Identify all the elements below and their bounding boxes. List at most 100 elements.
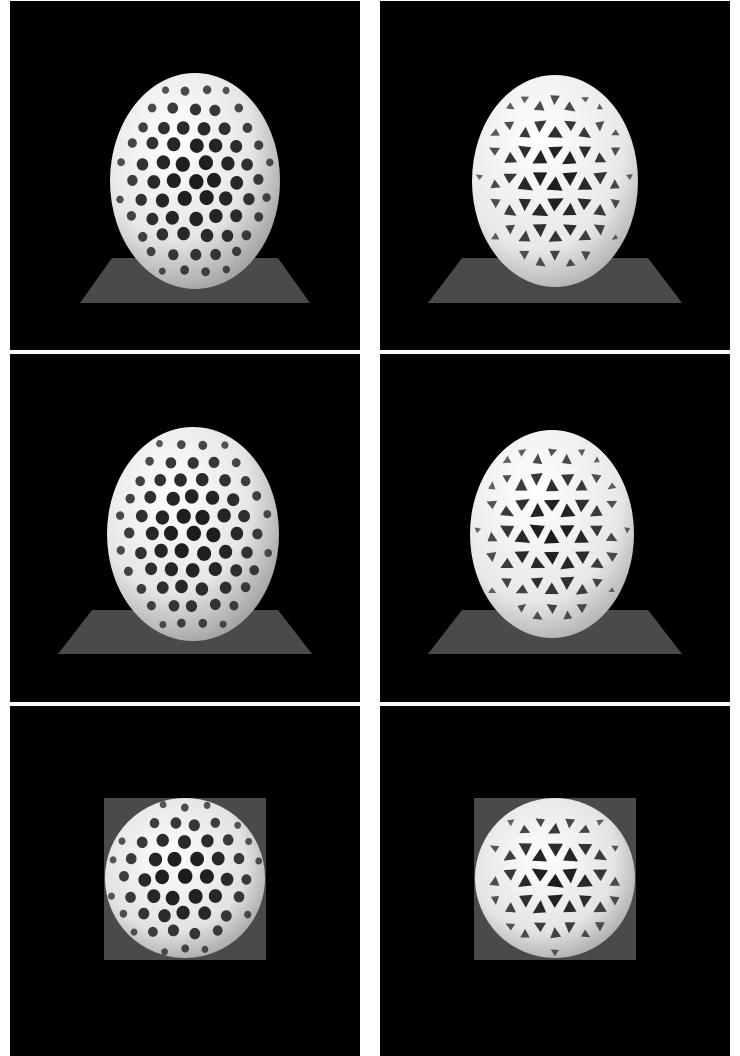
voronoi-hole: [203, 801, 211, 809]
lattice-opening: [590, 525, 603, 537]
voronoi-hole: [198, 906, 212, 920]
lattice-opening: [545, 478, 559, 492]
lattice-opening: [550, 949, 560, 957]
voronoi-hole: [198, 440, 208, 450]
lattice-opening: [548, 448, 558, 457]
voronoi-hole: [158, 121, 170, 135]
voronoi-hole: [145, 526, 159, 541]
voronoi-hole: [189, 211, 203, 227]
voronoi-hole: [230, 176, 244, 190]
lattice-opening: [547, 198, 564, 212]
voronoi-hole: [119, 871, 129, 882]
voronoi-hole: [148, 926, 158, 937]
voronoi-hole: [166, 173, 181, 189]
lattice-opening: [609, 179, 620, 189]
voronoi-hole: [240, 476, 251, 487]
lattice-opening: [535, 818, 545, 828]
voronoi-hole: [145, 562, 158, 576]
lattice-opening: [534, 120, 547, 133]
lattice-opening: [532, 900, 547, 914]
lattice-opening: [518, 874, 532, 887]
voronoi-hole: [175, 156, 190, 172]
lattice-opening: [532, 453, 543, 465]
voronoi-hole-pattern: [108, 801, 263, 956]
voronoi-hole: [177, 440, 186, 450]
voronoi-hole: [244, 910, 252, 919]
voronoi-hole: [263, 510, 272, 519]
voronoi-hole: [176, 905, 190, 920]
voronoi-hole: [165, 890, 180, 906]
voronoi-hole: [198, 155, 213, 171]
voronoi-hole: [167, 102, 178, 114]
voronoi-hole: [161, 948, 169, 956]
voronoi-hole: [187, 457, 199, 469]
lattice-opening: [575, 551, 590, 564]
voronoi-hole: [231, 458, 241, 468]
voronoi-hole: [161, 86, 170, 94]
voronoi-hole: [238, 509, 251, 523]
lattice-opening: [563, 847, 579, 862]
lattice-opening: [589, 505, 603, 517]
voronoi-hole: [199, 869, 214, 884]
voronoi-hole: [233, 853, 245, 865]
voronoi-hole: [209, 104, 221, 117]
voronoi-hole: [127, 138, 137, 148]
lattice-opening: [530, 556, 546, 569]
lattice-opening: [575, 499, 590, 513]
voronoi-hole: [211, 851, 225, 866]
voronoi-hole: [166, 491, 180, 506]
voronoi-hole: [199, 190, 214, 206]
lattice-opening: [519, 894, 533, 908]
lattice-opening: [578, 126, 591, 138]
voronoi-hole: [220, 872, 234, 886]
lattice-opening: [503, 204, 517, 216]
voronoi-hole: [254, 212, 264, 222]
lattice-opening: [562, 172, 578, 186]
voronoi-hole: [168, 249, 179, 261]
lattice-opening: [504, 121, 515, 131]
lattice-opening: [592, 578, 603, 588]
voronoi-hole: [116, 545, 126, 555]
lattice-opening-pattern: [474, 448, 631, 620]
voronoi-hole: [136, 836, 148, 848]
lattice-opening: [505, 902, 516, 913]
voronoi-hole: [209, 598, 221, 611]
voronoi-hole: [245, 837, 253, 846]
lattice-opening: [591, 473, 602, 484]
voronoi-hole: [181, 944, 190, 953]
voronoi-hole: [108, 892, 115, 900]
voronoi-hole: [126, 211, 136, 221]
lattice-opening: [519, 250, 530, 260]
voronoi-hole: [146, 601, 156, 611]
voronoi-hole: [255, 857, 263, 865]
lattice-opening: [515, 499, 530, 511]
lattice-opening: [488, 587, 497, 594]
lattice-opening: [502, 455, 512, 464]
voronoi-hole: [188, 819, 200, 832]
lattice-opening: [560, 556, 575, 570]
voronoi-hole: [200, 228, 214, 243]
voronoi-hole: [220, 910, 232, 922]
lattice-opening: [505, 224, 515, 235]
voronoi-hole: [189, 174, 204, 190]
voronoi-hole: [138, 122, 148, 133]
lattice-opening: [624, 527, 631, 534]
lattice-opening: [548, 230, 563, 242]
lattice-opening: [581, 97, 589, 103]
lattice-opening: [548, 146, 564, 159]
lattice-opening: [475, 174, 484, 180]
voronoi-hole: [241, 230, 252, 241]
voronoi-hole: [156, 833, 169, 847]
lattice-opening: [594, 152, 607, 163]
lattice-opening: [546, 604, 558, 614]
lattice-opening: [543, 499, 561, 512]
voronoi-hole: [189, 103, 202, 116]
lattice-opening: [505, 923, 516, 931]
lattice-opening: [609, 876, 620, 886]
voronoi-hole: [146, 212, 159, 226]
lattice-opening: [535, 256, 546, 267]
voronoi-hole: [159, 621, 167, 629]
voronoi-hole: [118, 837, 126, 845]
lattice-opening: [532, 611, 543, 620]
voronoi-hole: [130, 928, 138, 936]
